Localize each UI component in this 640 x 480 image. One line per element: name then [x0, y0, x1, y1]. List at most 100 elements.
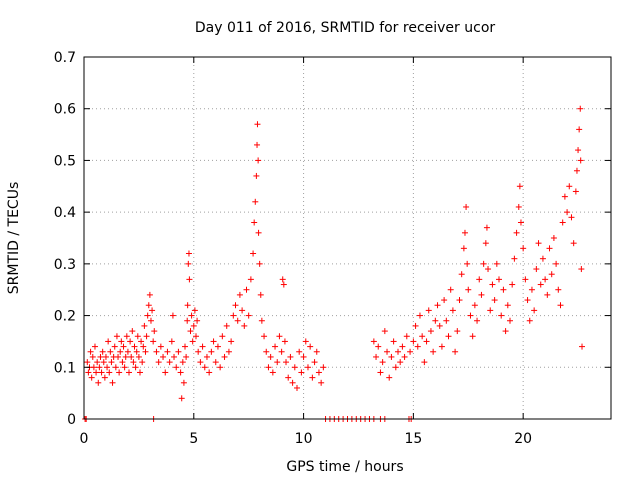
- data-point: [239, 307, 246, 314]
- data-point: [386, 374, 393, 381]
- data-point: [421, 359, 428, 366]
- data-point: [122, 353, 129, 360]
- data-point: [287, 353, 294, 360]
- data-point: [123, 333, 130, 340]
- x-tick-label: 5: [189, 431, 198, 447]
- data-point: [577, 157, 584, 164]
- data-point: [531, 307, 538, 314]
- data-point: [134, 333, 141, 340]
- data-point: [485, 266, 492, 273]
- data-point: [187, 328, 194, 335]
- data-point: [138, 338, 145, 345]
- data-point: [84, 359, 91, 366]
- data-point: [265, 364, 272, 371]
- data-point: [278, 348, 285, 355]
- data-point: [566, 183, 573, 190]
- data-point: [511, 255, 518, 262]
- data-point: [381, 328, 388, 335]
- data-point: [407, 348, 414, 355]
- data-point: [313, 348, 320, 355]
- data-point: [139, 359, 146, 366]
- data-point: [476, 276, 483, 283]
- data-point: [116, 369, 123, 376]
- data-point: [245, 312, 252, 319]
- data-point: [559, 219, 566, 226]
- data-point: [291, 364, 298, 371]
- data-point: [210, 338, 217, 345]
- data-point: [166, 359, 173, 366]
- data-point: [146, 291, 153, 298]
- data-points: [82, 105, 586, 422]
- data-point: [144, 312, 151, 319]
- data-point: [212, 359, 219, 366]
- data-point: [456, 297, 463, 304]
- data-point: [425, 307, 432, 314]
- data-point: [267, 353, 274, 360]
- data-point: [217, 364, 224, 371]
- data-point: [160, 353, 167, 360]
- data-point: [178, 395, 185, 402]
- data-point: [150, 338, 157, 345]
- data-point: [509, 281, 516, 288]
- data-point: [194, 317, 201, 324]
- data-point: [255, 157, 262, 164]
- data-point: [464, 260, 471, 267]
- data-point: [111, 343, 118, 350]
- data-point: [498, 312, 505, 319]
- data-point: [395, 348, 402, 355]
- y-tick-label: 0.4: [54, 205, 76, 221]
- data-point: [104, 364, 111, 371]
- data-point: [550, 235, 557, 241]
- data-point: [441, 297, 448, 304]
- data-point: [254, 141, 261, 148]
- data-point: [467, 312, 474, 319]
- data-point: [399, 343, 406, 350]
- data-point: [392, 364, 399, 371]
- data-point: [430, 348, 437, 355]
- data-point: [506, 317, 513, 324]
- data-point: [253, 172, 260, 179]
- data-point: [102, 353, 109, 360]
- data-point: [539, 255, 546, 262]
- x-tick-label: 0: [80, 431, 89, 447]
- data-point: [96, 364, 103, 371]
- data-point: [390, 338, 397, 345]
- data-point: [186, 276, 193, 283]
- data-point: [184, 317, 191, 324]
- data-point: [434, 302, 441, 309]
- data-point: [258, 317, 265, 324]
- data-point: [487, 307, 494, 314]
- data-point: [377, 369, 384, 376]
- data-point: [108, 359, 115, 366]
- data-point: [465, 286, 472, 293]
- data-point: [289, 379, 296, 386]
- data-point: [191, 307, 198, 314]
- chart-title: Day 011 of 2016, SRMTID for receiver uco…: [195, 20, 496, 36]
- data-point: [197, 359, 204, 366]
- data-point: [412, 322, 419, 329]
- data-point: [118, 338, 125, 345]
- data-point: [483, 224, 490, 231]
- data-point: [142, 348, 149, 355]
- data-point: [474, 317, 481, 324]
- data-point: [185, 250, 192, 257]
- data-point: [458, 271, 465, 278]
- data-point: [493, 260, 500, 267]
- data-point: [416, 312, 423, 319]
- y-tick-label: 0.1: [54, 360, 76, 376]
- data-point: [109, 379, 116, 386]
- data-point: [309, 374, 316, 381]
- data-point: [555, 286, 562, 293]
- data-point: [107, 348, 114, 355]
- data-point: [147, 317, 154, 324]
- data-point: [164, 348, 171, 355]
- data-point: [315, 369, 322, 376]
- data-point: [98, 369, 105, 376]
- y-tick-label: 0.6: [54, 102, 76, 118]
- data-point: [140, 343, 147, 350]
- data-point: [153, 348, 160, 355]
- data-point: [90, 364, 97, 371]
- data-point: [432, 317, 439, 324]
- grid-lines: [84, 57, 611, 419]
- data-point: [130, 359, 137, 366]
